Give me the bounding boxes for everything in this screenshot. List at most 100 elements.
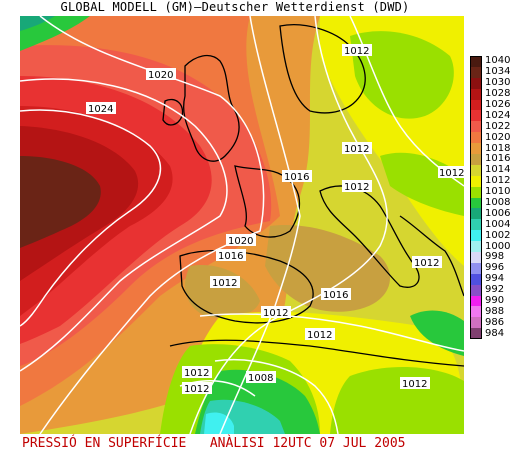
legend-swatch — [470, 66, 482, 78]
legend-entry: 986 — [470, 316, 518, 329]
legend-label: 1026 — [485, 99, 511, 110]
coast-north-africa — [169, 339, 464, 367]
legend-swatch — [470, 143, 482, 155]
legend-label: 1000 — [485, 240, 511, 252]
legend-entry: 1022 — [470, 120, 518, 133]
label-box — [210, 276, 240, 288]
legend-label: 994 — [485, 273, 505, 285]
label-box — [412, 256, 442, 268]
legend-entry: 1010 — [470, 187, 518, 198]
legend-swatch — [470, 88, 482, 100]
field-1008-e — [410, 310, 464, 356]
legend-label: 1006 — [485, 207, 511, 219]
field-1016-portugal — [185, 265, 260, 318]
legend-swatch — [470, 284, 482, 296]
isobar-label: 1012 — [184, 368, 209, 379]
legend-entry: 1004 — [470, 219, 518, 231]
legend-entry: 1014 — [470, 165, 518, 176]
legend-swatch — [470, 186, 482, 198]
isobar-label: 1012 — [414, 258, 439, 269]
legend-label: 1030 — [485, 77, 511, 89]
label-box — [305, 328, 335, 340]
isobar-label: 1012 — [212, 278, 237, 289]
pressure-map: 1020 1024 1012 1012 1012 1016 1012 1020 … — [20, 16, 464, 434]
label-box — [86, 102, 116, 114]
legend-entry: 988 — [470, 306, 518, 318]
legend-entry: 1008 — [470, 198, 518, 209]
label-box — [182, 366, 212, 378]
coast-scandinavia — [279, 24, 366, 114]
legend-label: 1010 — [485, 186, 511, 198]
legend-label: 998 — [485, 251, 505, 263]
isobar-1022-line — [20, 78, 228, 372]
isobars — [20, 16, 464, 434]
legend-entry: 1006 — [470, 207, 518, 220]
isobar-label: 1012 — [344, 46, 369, 57]
pressure-legend: 1040 1034 1030 1028 1026 1024 1022 1020 1018 1016… — [470, 55, 518, 340]
legend-entry: 994 — [470, 274, 518, 285]
legend-swatch — [470, 295, 482, 307]
label-box — [216, 249, 246, 261]
legend-label: 986 — [485, 316, 505, 328]
label-box — [261, 306, 291, 318]
legend-swatch — [470, 273, 482, 285]
label-box — [246, 371, 276, 383]
isobar-label: 1016 — [284, 172, 309, 183]
legend-swatch — [470, 262, 482, 274]
isobar-label: 1012 — [307, 330, 332, 341]
legend-swatch — [470, 306, 482, 318]
isobar-label: 1012 — [402, 379, 427, 390]
legend-swatch — [470, 241, 482, 253]
legend-entry: 1028 — [470, 89, 518, 100]
legend-entry: 1000 — [470, 240, 518, 253]
legend-swatch — [470, 219, 482, 231]
legend-label: 1040 — [485, 55, 511, 67]
legend-entry: 1030 — [470, 78, 518, 89]
legend-entry: 1018 — [470, 142, 518, 155]
label-box — [321, 288, 351, 300]
isobar-label: 1012 — [439, 168, 464, 179]
label-box — [182, 382, 212, 394]
isobar-label: 1012 — [344, 182, 369, 193]
coast-france — [234, 165, 301, 238]
coast-italy — [319, 185, 420, 288]
legend-label: 990 — [485, 295, 505, 307]
legend-swatch — [470, 230, 482, 242]
coast-balkans — [399, 215, 464, 297]
isobar-label: 1016 — [323, 290, 348, 301]
legend-label: 1002 — [485, 229, 511, 241]
legend-label: 1020 — [485, 131, 511, 143]
field-1016-iberia — [265, 225, 390, 312]
legend-swatch — [470, 252, 482, 263]
legend-entry: 1034 — [470, 67, 518, 78]
legend-entry: 1024 — [470, 110, 518, 122]
label-box — [146, 68, 176, 80]
legend-label: 996 — [485, 262, 505, 274]
legend-label: 1014 — [485, 164, 511, 176]
legend-swatch — [470, 154, 482, 165]
legend-entry: 1026 — [470, 100, 518, 111]
isobar-1012-south-line — [199, 313, 464, 352]
legend-entry: 996 — [470, 263, 518, 274]
coastlines — [162, 24, 464, 367]
legend-swatch — [470, 99, 482, 111]
isobar-labels: 1020 1024 1012 1012 1012 1016 1012 1020 … — [86, 44, 464, 395]
legend-swatch — [470, 164, 482, 176]
legend-label: 1022 — [485, 120, 511, 132]
legend-entry: 990 — [470, 296, 518, 307]
legend-label: 992 — [485, 284, 505, 296]
map-caption: PRESSIÓ EN SUPERFÍCIE ANÀLISI 12UTC 07 J… — [22, 436, 406, 451]
label-box — [400, 377, 430, 389]
legend-label: 1034 — [485, 66, 511, 78]
label-box — [342, 180, 372, 192]
label-box — [342, 44, 372, 56]
isobar-1016-line — [219, 16, 301, 434]
isobar-label: 1012 — [344, 144, 369, 155]
legend-swatch — [470, 197, 482, 209]
legend-swatch — [470, 328, 482, 340]
field-1006-nw — [20, 16, 55, 31]
legend-label: 984 — [485, 327, 505, 339]
legend-label: 1018 — [485, 142, 511, 154]
field-1034 — [20, 156, 101, 248]
label-box — [226, 234, 256, 246]
